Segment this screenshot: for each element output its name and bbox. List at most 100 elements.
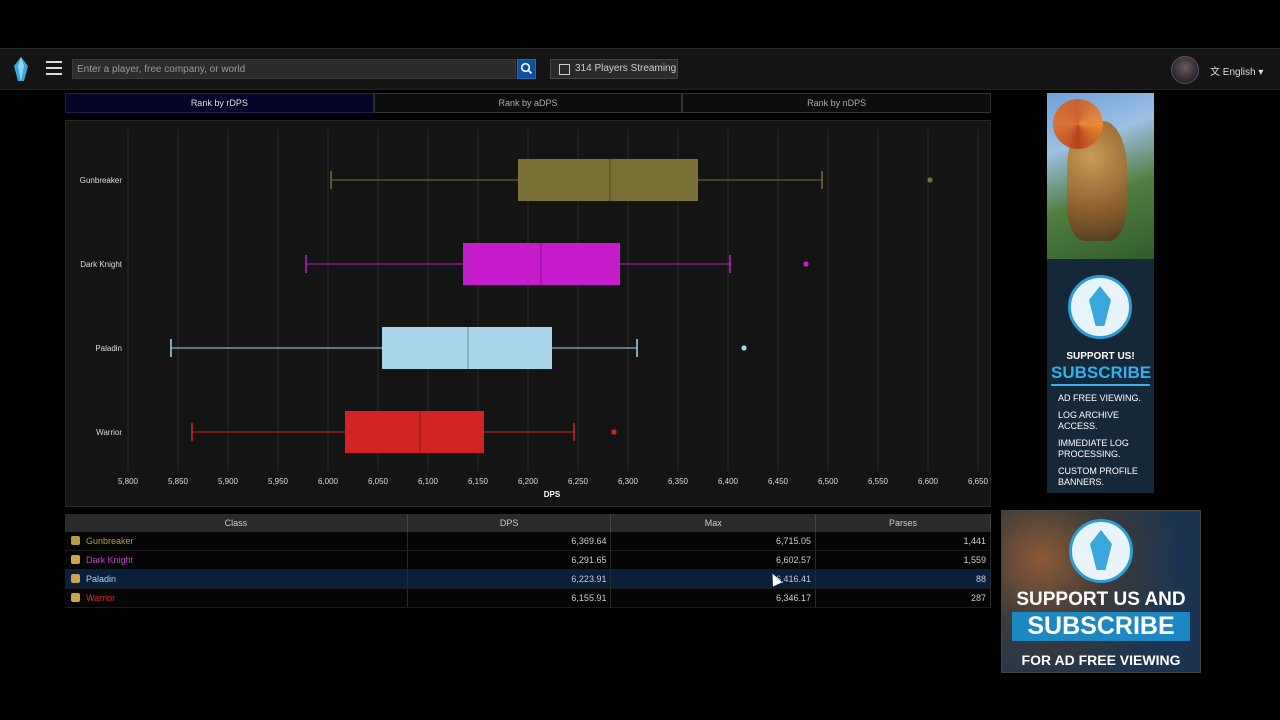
dps-value: 6,369.64 [407, 532, 612, 551]
category-label: Dark Knight [80, 260, 123, 269]
header-dps[interactable]: DPS [407, 514, 612, 532]
user-avatar[interactable] [1171, 56, 1199, 84]
ad-title: SUPPORT US! [1066, 351, 1135, 362]
dps-value: 6,291.65 [407, 550, 612, 570]
outlier-point [741, 345, 747, 351]
box [382, 327, 552, 369]
dps-boxplot-chart: 5,800 5,850 5,900 5,950 6,000 6,050 6,100 6,150… [65, 120, 991, 507]
table-row[interactable]: Warrior 6,155.91 6,346.17 287 [65, 588, 991, 608]
logo-crystal-icon[interactable] [12, 57, 30, 81]
header-class[interactable]: Class [65, 514, 408, 532]
outlier-point [611, 429, 617, 435]
ad-crystal-badge-icon [1069, 519, 1133, 583]
outlier-point [803, 261, 809, 267]
x-tick-label: 6,050 [368, 477, 389, 486]
tab-rank-adps[interactable]: Rank by aDPS [373, 93, 683, 113]
box [345, 411, 484, 453]
hamburger-menu-icon[interactable] [46, 61, 62, 75]
dark-knight-icon [71, 555, 80, 564]
ad-subscribe-cta[interactable]: SUBSCRIBE [1012, 612, 1190, 641]
x-tick-label: 6,000 [318, 477, 339, 486]
max-value: 6,602.57 [610, 550, 817, 570]
search-button[interactable] [517, 59, 536, 79]
translate-icon: 文 [1210, 67, 1220, 78]
table-row[interactable]: Paladin 6,223.91 6,416.41 88 [65, 569, 991, 589]
search-icon [520, 62, 533, 75]
streaming-label: 314 Players Streaming [575, 63, 677, 74]
top-navbar: 314 Players Streaming 文 English ▾ [0, 48, 1280, 90]
table-header-row: Class DPS Max Parses [65, 514, 991, 532]
gunbreaker-icon [71, 536, 80, 545]
x-tick-label: 5,950 [268, 477, 289, 486]
x-tick-label: 6,550 [868, 477, 889, 486]
ad-perk: IMMEDIATE LOG PROCESSING. [1058, 438, 1129, 459]
tab-rank-rdps[interactable]: Rank by rDPS [65, 93, 374, 113]
header-max[interactable]: Max [610, 514, 817, 532]
ad-crystal-badge-icon [1068, 275, 1132, 339]
x-tick-label: 6,600 [918, 477, 939, 486]
box-series-warrior: Warrior [96, 411, 617, 453]
x-tick-label: 6,300 [618, 477, 639, 486]
paladin-icon [71, 574, 80, 583]
box [463, 243, 620, 285]
x-tick-label: 6,350 [668, 477, 689, 486]
x-tick-label: 6,200 [518, 477, 539, 486]
x-tick-label: 6,150 [468, 477, 489, 486]
header-parses[interactable]: Parses [815, 514, 991, 532]
dps-value: 6,155.91 [407, 588, 612, 608]
x-tick-label: 6,650 [968, 477, 989, 486]
class-name[interactable]: Dark Knight [86, 555, 134, 565]
x-tick-label: 6,450 [768, 477, 789, 486]
ad-line-1: SUPPORT US AND [1016, 589, 1186, 610]
table-row[interactable]: Gunbreaker 6,369.64 6,715.05 1,441 [65, 532, 991, 551]
box-series-dark-knight: Dark Knight [80, 243, 809, 285]
streaming-button[interactable]: 314 Players Streaming [550, 59, 678, 79]
parses-value: 88 [815, 569, 991, 589]
dps-value: 6,223.91 [407, 569, 612, 589]
category-label: Paladin [95, 344, 122, 353]
box [518, 159, 698, 201]
class-table: Class DPS Max Parses Gunbreaker 6,369.64… [65, 514, 991, 608]
warrior-icon [71, 593, 80, 602]
search-input[interactable] [72, 59, 516, 79]
ad-line-3: FOR AD FREE VIEWING [1021, 652, 1181, 668]
category-label: Gunbreaker [80, 176, 123, 185]
ad-artwork [1047, 93, 1154, 259]
chevron-down-icon: ▾ [1258, 67, 1264, 78]
class-name[interactable]: Paladin [86, 574, 117, 584]
outlier-point [927, 177, 933, 183]
max-value: 6,346.17 [610, 588, 817, 608]
parses-value: 1,441 [815, 532, 991, 551]
box-series-gunbreaker: Gunbreaker [80, 159, 933, 201]
ad-perks-list: AD FREE VIEWING. LOG ARCHIVE ACCESS. IMM… [1058, 393, 1150, 493]
class-name[interactable]: Gunbreaker [86, 536, 134, 546]
x-tick-label: 6,500 [818, 477, 839, 486]
x-tick-label: 6,400 [718, 477, 739, 486]
x-tick-label: 6,100 [418, 477, 439, 486]
x-tick-label: 6,250 [568, 477, 589, 486]
ad-perk: CUSTOM PROFILE BANNERS. [1058, 466, 1138, 487]
ad-subscribe-cta[interactable]: SUBSCRIBE [1051, 363, 1151, 386]
ad-perk: LOG ARCHIVE ACCESS. [1058, 410, 1120, 431]
language-selector[interactable]: 文 English ▾ [1210, 63, 1263, 78]
rank-tabs: Rank by rDPS Rank by aDPS Rank by nDPS [65, 93, 992, 113]
max-value: 6,715.05 [610, 532, 817, 551]
parses-value: 1,559 [815, 550, 991, 570]
boxplot-svg: 5,800 5,850 5,900 5,950 6,000 6,050 6,100 6,150… [80, 129, 989, 499]
language-label: English [1222, 67, 1256, 78]
table-row[interactable]: Dark Knight 6,291.65 6,602.57 1,559 [65, 550, 991, 570]
x-tick-label: 5,800 [118, 477, 139, 486]
max-value: 6,416.41 [610, 569, 817, 589]
category-label: Warrior [96, 428, 122, 437]
sidebar-subscribe-ad[interactable]: SUPPORT US! SUBSCRIBE AD FREE VIEWING. L… [1047, 93, 1154, 493]
box-series-paladin: Paladin [95, 327, 747, 369]
x-tick-label: 5,900 [218, 477, 239, 486]
x-tick-label: 5,850 [168, 477, 189, 486]
class-name[interactable]: Warrior [86, 593, 116, 603]
ad-creature-mane [1053, 99, 1103, 149]
banner-subscribe-ad[interactable]: SUPPORT US AND SUBSCRIBE FOR AD FREE VIE… [1001, 510, 1201, 673]
x-axis-label: DPS [544, 490, 561, 499]
ad-perk: AD FREE VIEWING. [1058, 393, 1142, 403]
parses-value: 287 [815, 588, 991, 608]
tab-rank-ndps[interactable]: Rank by nDPS [682, 93, 992, 113]
